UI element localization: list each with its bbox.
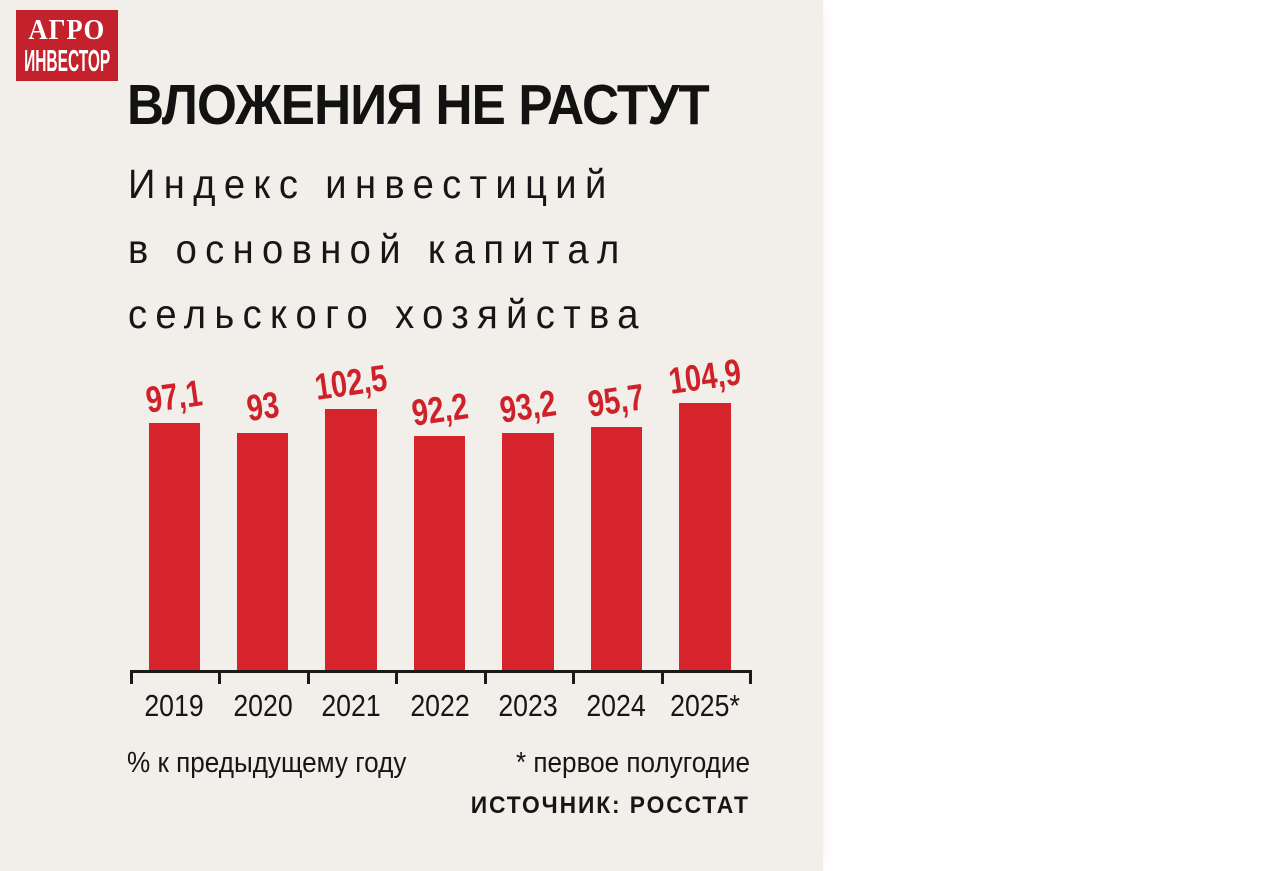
footnote-units: % к предыдущему году <box>127 747 407 779</box>
bar-2020 <box>236 433 289 672</box>
x-axis-tick-3 <box>395 670 399 684</box>
infographic-card: АГРО ИНВЕСТОР ВЛОЖЕНИЯ НЕ РАСТУТ Индекс … <box>0 0 823 871</box>
bar-2024 <box>590 426 643 672</box>
x-axis-tick-1 <box>218 670 222 684</box>
x-axis-tick-7 <box>749 670 752 684</box>
bar-value-label-2025*: 104,9 <box>666 351 744 402</box>
x-tick-label-2023: 2023 <box>498 688 558 723</box>
x-tick-label-2020: 2020 <box>233 688 293 723</box>
footnote-half-year: * первое полугодие <box>516 747 750 779</box>
x-axis-tick-0 <box>130 670 133 684</box>
x-tick-label-2024: 2024 <box>586 688 647 723</box>
source-note: ИСТОЧНИК: РОССТАТ <box>470 792 750 819</box>
x-axis-tick-6 <box>660 670 664 684</box>
x-axis-line <box>130 670 752 673</box>
bar-2022 <box>413 435 466 672</box>
chart-subtitle: Индекс инвестиций в основной капитал сел… <box>128 152 647 347</box>
x-axis-tick-5 <box>572 670 576 684</box>
chart-subtitle-line-3: сельского хозяйства <box>128 291 647 337</box>
bar-2025* <box>679 402 731 672</box>
x-axis-tick-2 <box>306 670 310 684</box>
x-tick-label-2019: 2019 <box>144 688 204 723</box>
x-tick-label-2021: 2021 <box>321 688 381 723</box>
logo-line-investor: ИНВЕСТОР <box>23 42 111 78</box>
x-axis-tick-4 <box>483 670 487 684</box>
logo-line-agro: АГРО <box>28 13 106 46</box>
bar-2019 <box>148 422 200 672</box>
bar-chart: 97,1 2019 93 2020 102,5 2021 92,2 2022 93,2 2023 9… <box>130 351 752 723</box>
chart-subtitle-line-2: в основной капитал <box>128 226 628 272</box>
chart-title: ВЛОЖЕНИЯ НЕ РАСТУТ <box>127 73 710 137</box>
bar-2023 <box>502 432 554 672</box>
x-tick-label-2025*: 2025* <box>669 688 740 723</box>
agroinvestor-logo: АГРО ИНВЕСТОР <box>16 10 118 81</box>
bar-2021 <box>325 409 377 672</box>
chart-subtitle-line-1: Индекс инвестиций <box>128 161 615 207</box>
x-tick-label-2022: 2022 <box>409 688 470 723</box>
